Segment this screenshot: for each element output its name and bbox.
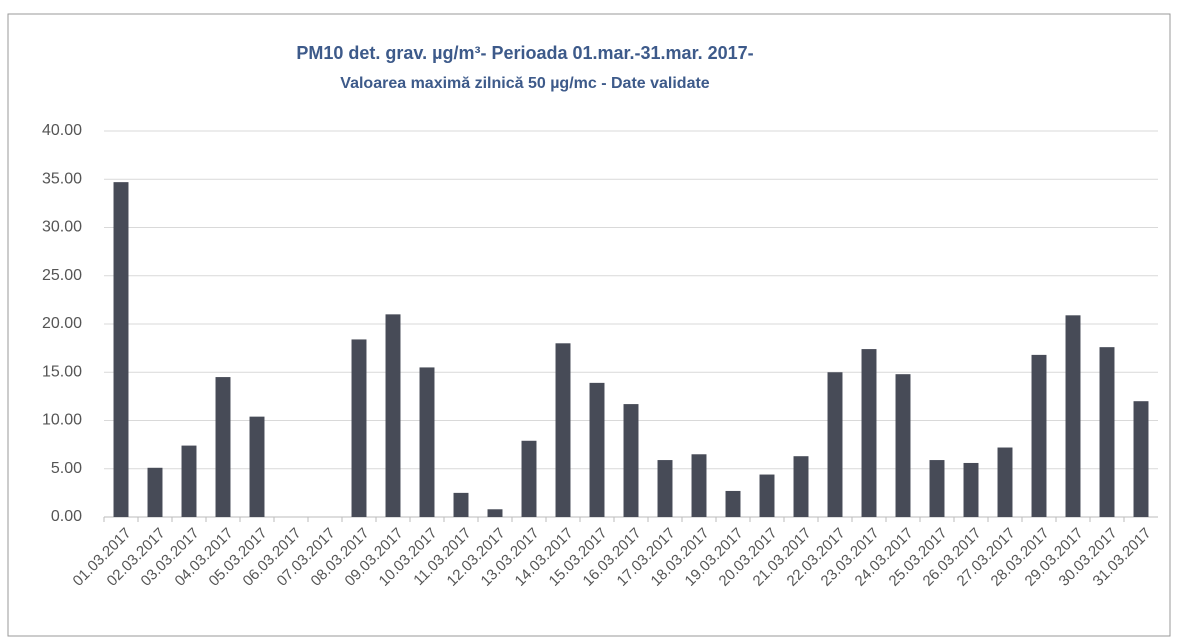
bar	[453, 492, 469, 517]
bar	[487, 509, 503, 517]
y-tick-label: 10.00	[42, 412, 82, 429]
bar	[623, 404, 639, 517]
bar	[759, 474, 775, 517]
chart-subtitle: Valoarea maximă zilnică 50 µg/mc - Date …	[340, 75, 710, 92]
bar	[521, 440, 537, 517]
bar	[555, 343, 571, 517]
bar	[215, 377, 231, 517]
y-tick-label: 5.00	[51, 460, 82, 477]
chart-title: PM10 det. grav. µg/m³- Perioada 01.mar.-…	[296, 43, 753, 63]
bar	[249, 416, 265, 517]
y-tick-label: 30.00	[42, 219, 82, 236]
bar	[181, 445, 197, 517]
bar	[963, 462, 979, 517]
bar	[113, 182, 129, 517]
bar	[147, 467, 163, 517]
y-tick-label: 0.00	[51, 508, 82, 525]
bar	[691, 454, 707, 517]
y-tick-label: 25.00	[42, 267, 82, 284]
bar	[895, 374, 911, 517]
bar	[929, 460, 945, 517]
bar	[861, 349, 877, 517]
y-tick-label: 15.00	[42, 363, 82, 380]
bar	[385, 314, 401, 517]
bar	[1031, 354, 1047, 517]
bar	[419, 367, 435, 517]
bar	[657, 460, 673, 517]
bar	[793, 456, 809, 517]
bar	[1065, 315, 1081, 517]
bar	[827, 372, 843, 517]
bar	[997, 447, 1013, 517]
y-tick-label: 40.00	[42, 122, 82, 139]
bar	[1133, 401, 1149, 517]
bar	[589, 382, 605, 517]
chart-border	[7, 13, 1171, 637]
bar	[725, 490, 741, 517]
bar	[1099, 347, 1115, 517]
bar	[351, 339, 367, 517]
y-tick-label: 35.00	[42, 170, 82, 187]
y-tick-label: 20.00	[42, 315, 82, 332]
